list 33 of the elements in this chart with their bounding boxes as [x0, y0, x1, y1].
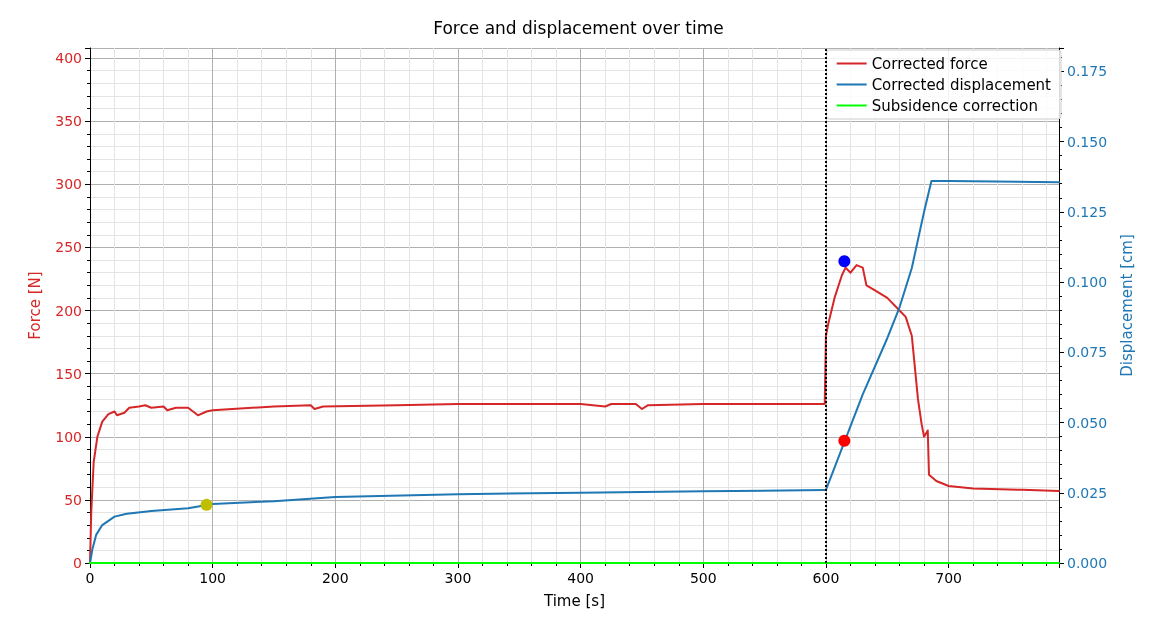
y-tick-label: 200 [55, 302, 82, 319]
y2-tick-label: 0.050 [1067, 414, 1108, 431]
x-tick-label: 600 [812, 570, 840, 586]
y-tick-label: 0 [73, 555, 82, 571]
x-tick-label: 300 [444, 570, 472, 586]
y-tick-label: 50 [64, 491, 82, 508]
y-tick-label: 100 [55, 428, 82, 445]
x-tick-label: 100 [199, 570, 227, 586]
y-tick-label: 300 [55, 176, 82, 193]
y-tick-label: 150 [55, 365, 82, 382]
x-axis-title: Time [s] [543, 591, 605, 610]
y2-tick-label: 0.175 [1067, 63, 1108, 80]
legend-label: Corrected force [871, 54, 988, 73]
x-tick-label: 700 [935, 570, 962, 586]
y2-axis-title: Displacement [cm] [1117, 234, 1136, 377]
y2-tick-label: 0.025 [1067, 484, 1108, 501]
x-tick-label: 500 [689, 570, 717, 586]
legend-label: Subsidence correction [871, 96, 1039, 115]
y2-tick-label: 0.000 [1067, 555, 1108, 571]
x-tick-label: 400 [567, 570, 594, 586]
legend-label: Corrected displacement [871, 75, 1052, 94]
y-tick-label: 400 [55, 50, 82, 67]
y-axis-title: Force [N] [25, 271, 44, 340]
x-tick-label: 200 [321, 570, 349, 586]
y2-tick-label: 0.125 [1067, 203, 1108, 220]
y2-tick-label: 0.075 [1067, 344, 1108, 361]
x-tick-label: 0 [85, 570, 95, 586]
line-series [89, 179, 1060, 564]
y-tick-label: 350 [55, 113, 82, 130]
y-tick-label: 250 [55, 239, 82, 256]
chart-title: Force and displacement over time [433, 17, 724, 38]
y2-tick-label: 0.150 [1067, 133, 1108, 150]
y2-tick-label: 0.100 [1067, 274, 1108, 291]
